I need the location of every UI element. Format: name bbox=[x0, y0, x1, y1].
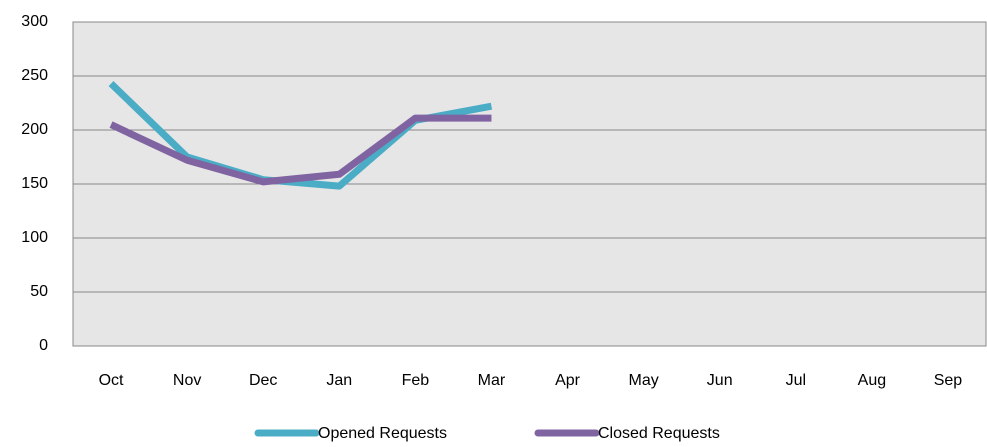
x-tick-label: Aug bbox=[858, 372, 886, 389]
legend-label: Closed Requests bbox=[598, 425, 720, 442]
x-tick-label: May bbox=[629, 372, 659, 389]
y-tick-label: 250 bbox=[21, 67, 48, 84]
x-tick-label: Feb bbox=[402, 372, 430, 389]
x-tick-label: Mar bbox=[478, 372, 506, 389]
x-tick-label: Oct bbox=[99, 372, 124, 389]
series-line bbox=[109, 114, 492, 186]
y-tick-label: 0 bbox=[39, 337, 48, 354]
y-tick-label: 200 bbox=[21, 121, 48, 138]
legend-label: Opened Requests bbox=[318, 425, 447, 442]
y-tick-label: 50 bbox=[30, 283, 48, 300]
y-tick-label: 150 bbox=[21, 175, 48, 192]
x-tick-label: Apr bbox=[555, 372, 581, 389]
x-tick-label: Jan bbox=[326, 372, 352, 389]
x-tick-label: Sep bbox=[934, 372, 963, 389]
y-tick-label: 100 bbox=[21, 229, 48, 246]
y-tick-label: 300 bbox=[21, 13, 48, 30]
x-tick-label: Nov bbox=[173, 372, 201, 389]
x-tick-label: Dec bbox=[249, 372, 277, 389]
x-tick-label: Jun bbox=[707, 372, 733, 389]
x-tick-label: Jul bbox=[786, 372, 806, 389]
